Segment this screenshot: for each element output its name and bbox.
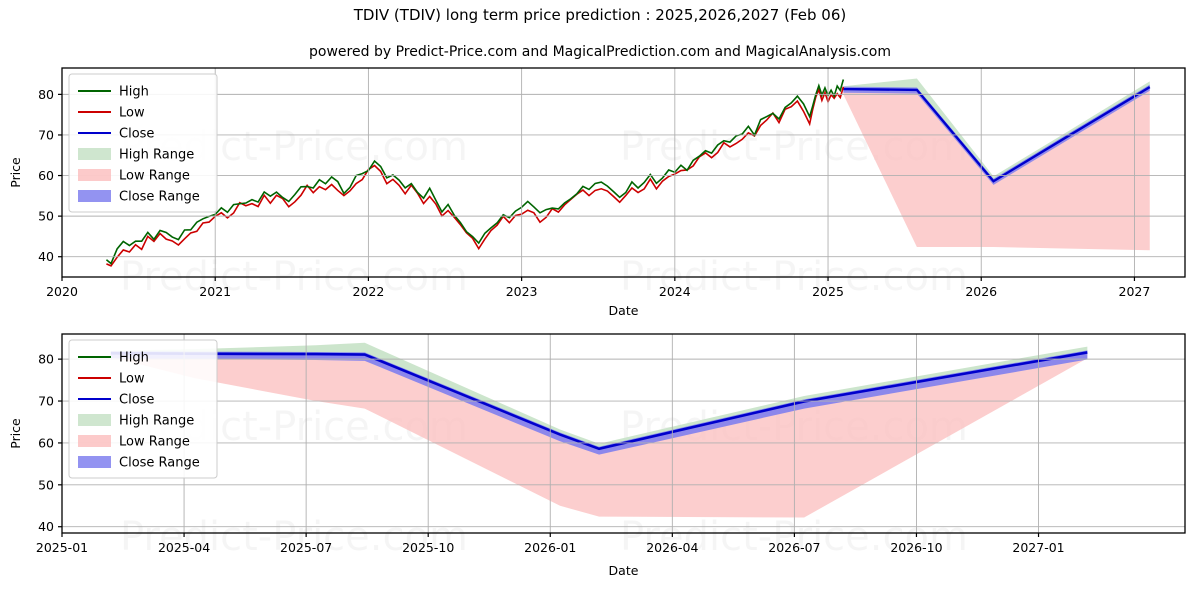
- x-tick-label: 2023: [506, 284, 538, 299]
- legend-item-label: High: [119, 351, 149, 366]
- top-plot-area: [105, 78, 1151, 267]
- legend-item: Close: [78, 127, 154, 142]
- top-chart: Predict-Price.comPredict-Price.comPredic…: [8, 67, 1186, 318]
- low-history-line: [106, 86, 845, 267]
- legend-item: Close: [78, 393, 154, 408]
- legend: High Low Close High Range Low Range Close Ran…: [68, 339, 218, 479]
- watermark-layer: Predict-Price.comPredict-Price.comPredic…: [120, 124, 968, 300]
- legend-patch-swatch: [78, 414, 111, 426]
- legend-item-label: Close Range: [119, 456, 200, 471]
- x-tick-label: 2026-04: [646, 540, 698, 555]
- y-tick-label: 50: [38, 477, 54, 492]
- legend-item-label: High Range: [119, 414, 194, 429]
- x-tick-label: 2026: [965, 284, 997, 299]
- legend: High Low Close High Range Low Range Close Ran…: [68, 73, 218, 213]
- x-tick-label: 2027: [1119, 284, 1151, 299]
- x-tick-label: 2025-04: [158, 540, 210, 555]
- y-tick-label: 70: [38, 394, 54, 409]
- legend-item: Close Range: [78, 456, 200, 471]
- x-axis-label: Date: [609, 303, 639, 318]
- page-subtitle: powered by Predict-Price.com and Magical…: [309, 44, 891, 60]
- legend-patch-swatch: [78, 169, 111, 181]
- y-tick-label: 40: [38, 519, 54, 534]
- legend-item-label: Close: [119, 393, 154, 408]
- x-axis-label: Date: [609, 563, 639, 578]
- top-axes-frame: [61, 67, 1186, 278]
- legend-item-label: Close: [119, 127, 154, 142]
- legend-item: Low Range: [78, 435, 190, 450]
- legend-item-label: Low: [119, 372, 145, 387]
- y-tick-label: 50: [38, 209, 54, 224]
- legend-patch-swatch: [78, 148, 111, 160]
- legend-item-label: Low Range: [119, 435, 190, 450]
- legend-item: High: [78, 85, 149, 100]
- legend-patch-swatch: [78, 190, 111, 202]
- legend-item: High Range: [78, 414, 194, 429]
- x-tick-label: 2025-07: [280, 540, 332, 555]
- page-title: TDIV (TDIV) long term price prediction :…: [353, 6, 847, 24]
- x-tick-label: 2020: [46, 284, 78, 299]
- x-tick-label: 2025-01: [36, 540, 88, 555]
- legend-item: Low: [78, 372, 145, 387]
- legend-patch-swatch: [78, 456, 111, 468]
- y-tick-label: 60: [38, 435, 54, 450]
- low-range-band: [843, 87, 1150, 251]
- legend-item-label: Low: [119, 106, 145, 121]
- legend-patch-swatch: [78, 435, 111, 447]
- bottom-axes-frame: [61, 333, 1186, 534]
- y-tick-label: 60: [38, 168, 54, 183]
- legend-item: High Range: [78, 148, 194, 163]
- legend-item-label: High Range: [119, 148, 194, 163]
- x-tick-label: 2026-01: [524, 540, 576, 555]
- legend-item: Low: [78, 106, 145, 121]
- x-tick-label: 2026-07: [768, 540, 820, 555]
- bottom-chart: Predict-Price.comPredict-Price.comPredic…: [8, 333, 1186, 578]
- legend-item-label: High: [119, 85, 149, 100]
- x-tick-label: 2027-01: [1012, 540, 1064, 555]
- x-tick-label: 2022: [353, 284, 385, 299]
- x-tick-label: 2021: [199, 284, 231, 299]
- legend-item: Low Range: [78, 169, 190, 184]
- legend-item: Close Range: [78, 190, 200, 205]
- y-axis-label: Price: [8, 418, 23, 449]
- y-tick-label: 80: [38, 87, 54, 102]
- close-forecast-line: [843, 86, 1151, 183]
- y-tick-label: 70: [38, 127, 54, 142]
- x-tick-label: 2026-10: [890, 540, 942, 555]
- x-tick-label: 2025-10: [402, 540, 454, 555]
- y-axis-label: Price: [8, 157, 23, 188]
- y-tick-label: 40: [38, 249, 54, 264]
- legend-item-label: Low Range: [119, 169, 190, 184]
- high-history-line: [105, 79, 845, 265]
- legend-item: High: [78, 351, 149, 366]
- low-range-band: [110, 352, 1088, 518]
- x-tick-label: 2024: [659, 284, 691, 299]
- legend-item-label: Close Range: [119, 190, 200, 205]
- y-tick-label: 80: [38, 352, 54, 367]
- x-tick-label: 2025: [812, 284, 844, 299]
